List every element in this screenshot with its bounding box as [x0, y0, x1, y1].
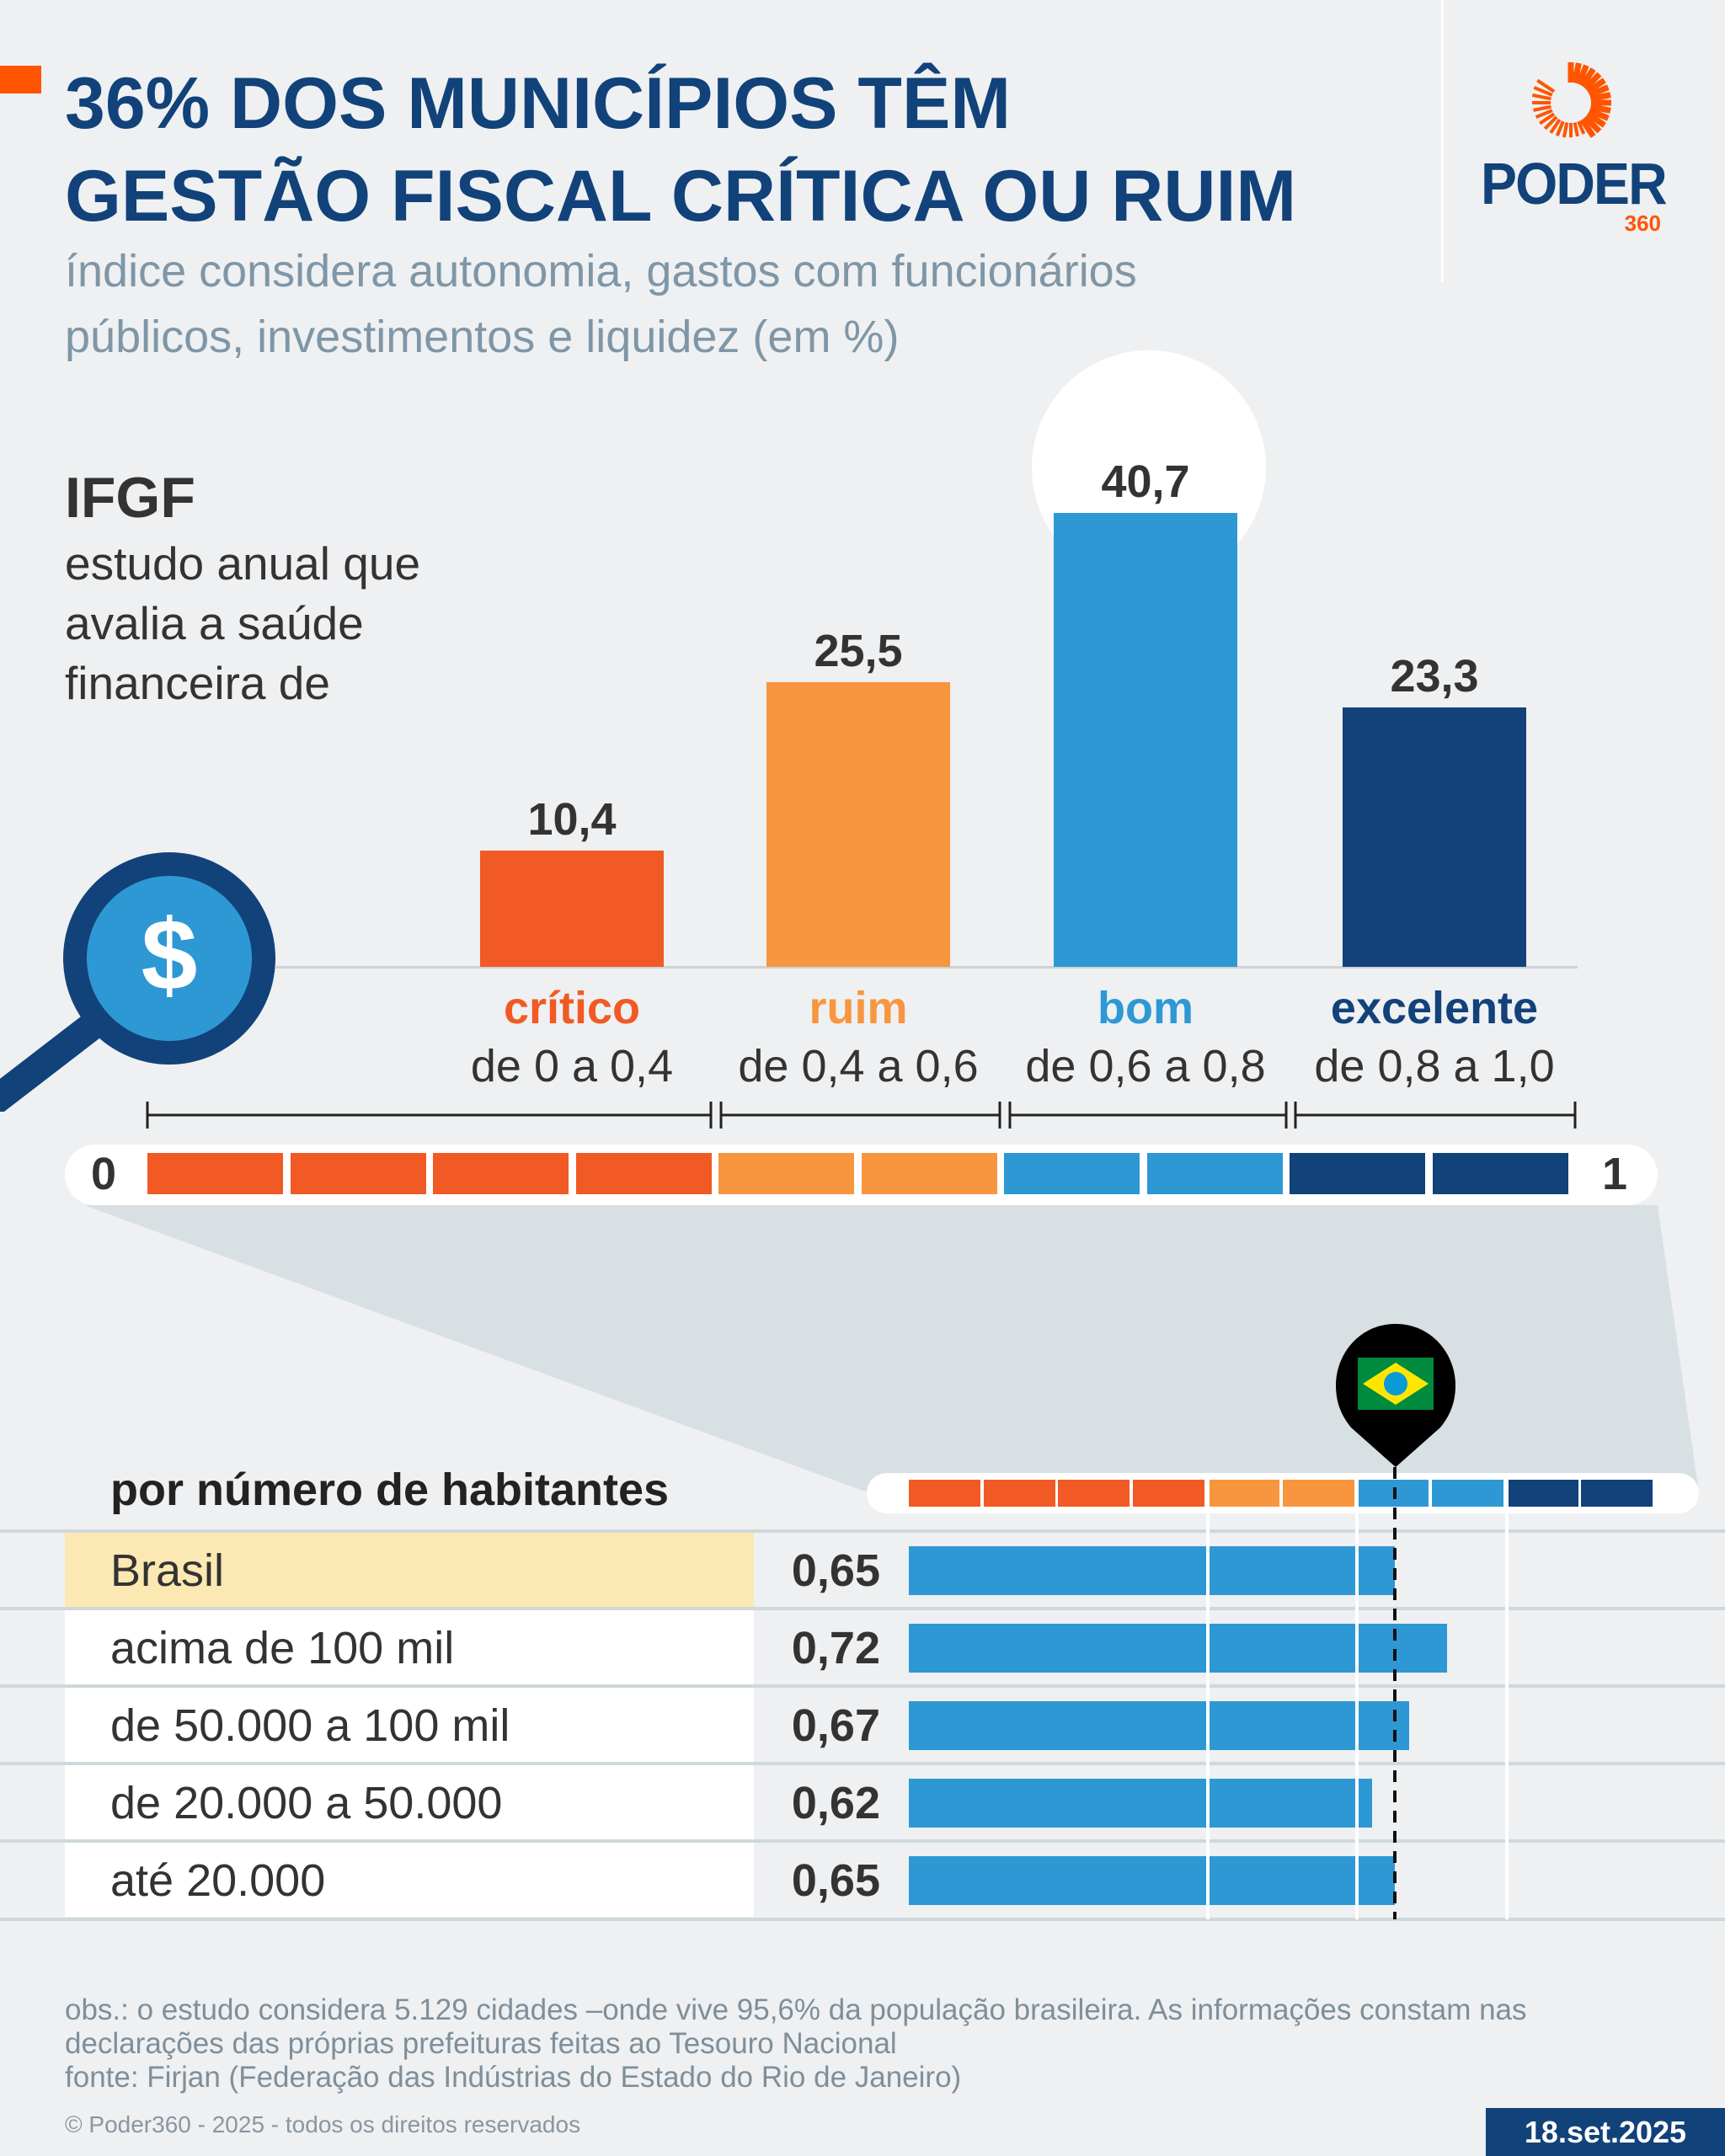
row-divider — [0, 1529, 1725, 1533]
table-row — [65, 1843, 754, 1917]
category-label: ruim — [809, 983, 908, 1033]
bracket-0 — [146, 1102, 713, 1129]
scale-segment — [290, 1153, 426, 1194]
subtitle-line-2: públicos, investimentos e liquidez (em %… — [65, 312, 900, 362]
intro-line-3: financeira de — [65, 657, 330, 709]
small-scale-segment — [1282, 1480, 1354, 1507]
reference-line — [1392, 1467, 1397, 1919]
bar-2 — [1054, 513, 1237, 967]
row-divider — [0, 1684, 1725, 1688]
row-value: 0,67 — [791, 1700, 880, 1751]
row-value: 0,62 — [791, 1778, 880, 1828]
range-label: de 0,4 a 0,6 — [738, 1041, 979, 1091]
row-label: de 50.000 a 100 mil — [110, 1700, 510, 1751]
header-divider — [1441, 0, 1444, 282]
row-divider — [0, 1607, 1725, 1610]
date-text: 18.set.2025 — [1524, 2115, 1687, 2149]
section2-heading: por número de habitantes — [110, 1465, 670, 1515]
table-row — [65, 1688, 754, 1762]
sun-icon — [1531, 62, 1611, 138]
hbar — [909, 1546, 1395, 1595]
gridline — [1205, 1473, 1210, 1919]
category-label: bom — [1097, 983, 1194, 1033]
gridline — [1355, 1473, 1359, 1919]
range-brackets — [146, 1102, 1577, 1129]
scale-segment — [1290, 1153, 1425, 1194]
hbar — [909, 1856, 1395, 1905]
small-scale-segment — [983, 1480, 1055, 1507]
small-scale-segment — [909, 1480, 980, 1507]
bar-3 — [1343, 707, 1526, 967]
date-badge: 18.set.2025 — [1486, 2108, 1725, 2156]
small-scale-segment — [1207, 1480, 1279, 1507]
bar-value-label: 10,4 — [527, 794, 617, 846]
hbar — [909, 1624, 1447, 1673]
small-scale-segment — [1506, 1480, 1578, 1507]
footer-obs-1: obs.: o estudo considera 5.129 cidades –… — [65, 1993, 1527, 2026]
brazil-pin-icon — [1336, 1324, 1455, 1467]
small-scale-segment — [1058, 1480, 1130, 1507]
row-label: Brasil — [110, 1545, 225, 1596]
row-label: acima de 100 mil — [110, 1623, 455, 1673]
subtitle-line-1: índice considera autonomia, gastos com f… — [65, 246, 1137, 296]
row-value: 0,72 — [791, 1623, 880, 1673]
scale-segment — [861, 1153, 997, 1194]
title-line-1: 36% DOS MUNICÍPIOS TÊM — [65, 63, 1011, 144]
range-label: de 0 a 0,4 — [470, 1041, 674, 1091]
small-scale-segment — [1581, 1480, 1653, 1507]
scale-segment — [1004, 1153, 1140, 1194]
row-label: até 20.000 — [110, 1855, 326, 1906]
bar-0 — [480, 851, 664, 967]
scale-min-label: 0 — [91, 1149, 117, 1199]
category-label: excelente — [1330, 983, 1539, 1033]
table-row — [65, 1533, 754, 1607]
bar-value-label: 40,7 — [1101, 456, 1190, 508]
small-scale-segment — [1133, 1480, 1205, 1507]
bar-value-label: 25,5 — [814, 626, 903, 677]
row-divider — [0, 1918, 1725, 1921]
bar-value-label: 23,3 — [1390, 650, 1479, 702]
bracket-3 — [1294, 1102, 1577, 1129]
range-label: de 0,6 a 0,8 — [1025, 1041, 1266, 1091]
row-label: de 20.000 a 50.000 — [110, 1778, 503, 1828]
intro-line-1: estudo anual que — [65, 537, 421, 590]
table-row — [65, 1765, 754, 1839]
scale-segment — [433, 1153, 569, 1194]
intro-line-2: avalia a saúde — [65, 597, 364, 649]
gridline — [1504, 1473, 1509, 1919]
row-divider — [0, 1839, 1725, 1843]
logo-suffix: 360 — [1624, 211, 1661, 236]
bracket-2 — [1008, 1102, 1288, 1129]
svg-text:$: $ — [142, 899, 198, 1011]
scale-segment — [1432, 1153, 1568, 1194]
scale-segment — [575, 1153, 712, 1194]
hbar — [909, 1779, 1372, 1828]
footer-source: fonte: Firjan (Federação das Indústrias … — [65, 2061, 962, 2094]
row-divider — [0, 1762, 1725, 1765]
magnifier-dollar-icon: $ — [0, 852, 275, 1112]
intro-heading: IFGF — [65, 466, 195, 530]
hbar — [909, 1701, 1410, 1750]
footer-obs-2: declarações das próprias prefeituras fei… — [65, 2027, 897, 2060]
footer-copyright: © Poder360 - 2025 - todos os direitos re… — [65, 2111, 581, 2137]
bar-1 — [766, 682, 950, 967]
bracket-1 — [719, 1102, 1001, 1129]
scale-segment — [1146, 1153, 1283, 1194]
row-value: 0,65 — [791, 1855, 880, 1906]
accent-tab — [0, 66, 41, 93]
scale-segment — [147, 1153, 283, 1194]
table-row — [65, 1610, 754, 1684]
logo: PODER 360 — [1474, 51, 1668, 244]
chart-baseline — [275, 966, 1578, 969]
logo-name: PODER — [1481, 151, 1668, 216]
range-label: de 0,8 a 1,0 — [1314, 1041, 1555, 1091]
row-value: 0,65 — [791, 1545, 880, 1596]
scale-max-label: 1 — [1602, 1149, 1628, 1199]
small-scale-segment — [1431, 1480, 1503, 1507]
scale-segment — [718, 1153, 854, 1194]
category-label: crítico — [503, 983, 641, 1033]
title-line-2: GESTÃO FISCAL CRÍTICA OU RUIM — [65, 156, 1296, 237]
